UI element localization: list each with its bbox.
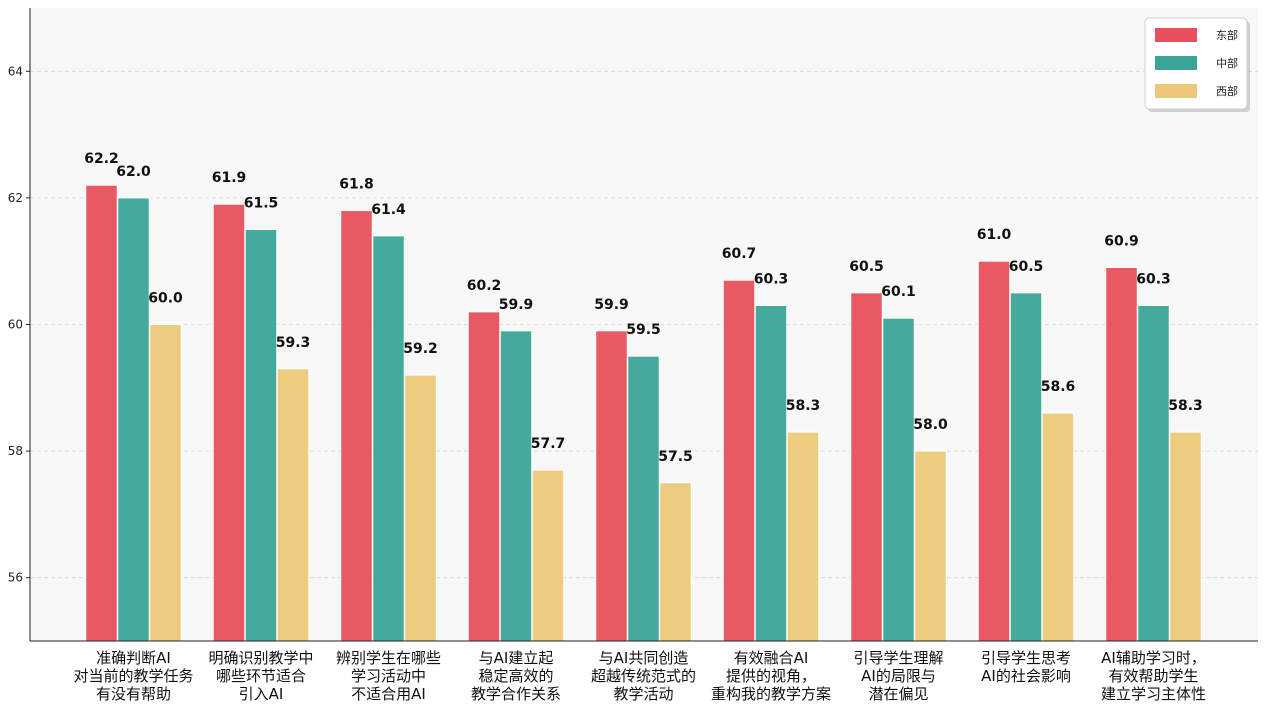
bar (531, 469, 565, 642)
bar (467, 311, 501, 642)
bar (1137, 305, 1170, 642)
y-tick-label: 64 (8, 64, 23, 78)
x-category-label: 引导学生理解 (853, 649, 943, 667)
legend-label: 东部 (1216, 28, 1238, 42)
x-category-label: 辨别学生在哪些 (336, 649, 441, 667)
x-category-label: 有没有帮助 (96, 685, 171, 703)
bar (786, 431, 820, 642)
bar-value-label: 58.0 (913, 417, 948, 433)
bar (1009, 292, 1043, 642)
bar (595, 330, 628, 642)
bar (914, 450, 947, 642)
bar-value-label: 59.2 (403, 341, 438, 357)
legend-label: 西部 (1216, 84, 1238, 98)
value-labels: 62.262.0 60.0 61.9 61.5 59.3 61.8 61.4 59.2 60.2… (84, 151, 1203, 465)
x-category-label: 教学合作关系 (471, 685, 561, 703)
bar-value-label: 60.9 (1104, 234, 1139, 250)
bar (340, 210, 373, 642)
x-category-label: 准确判断AI (96, 649, 171, 667)
x-category-label: 稳定高效的 (478, 667, 553, 685)
bar (882, 317, 915, 642)
x-category-label: 与AI共同创造 (599, 649, 689, 667)
bar (244, 229, 278, 642)
x-category-label: AI辅助学习时， (1101, 649, 1206, 667)
x-category-label: 重构我的教学方案 (711, 685, 831, 703)
bar (149, 324, 182, 642)
x-category-label: 超越传统范式的 (591, 667, 696, 685)
bar (276, 368, 310, 642)
bar-value-label: 61.5 (244, 196, 279, 212)
bar-value-label: 60.3 (754, 272, 789, 288)
bar-value-label: 60.3 (1136, 272, 1171, 288)
bar-value-label: 61.9 (212, 170, 247, 186)
x-category-label: 潜在偏见 (868, 685, 928, 703)
bar (372, 235, 405, 642)
x-category-label: 明确识别教学中 (208, 649, 313, 667)
bar-value-label: 60.0 (148, 291, 183, 307)
bar-value-label: 61.4 (371, 202, 406, 218)
x-category-label: AI的社会影响 (981, 667, 1071, 685)
bar (754, 305, 788, 642)
x-category-label: AI的局限与 (861, 667, 936, 685)
bar-value-label: 61.8 (339, 177, 374, 193)
bar-value-label: 60.5 (1009, 259, 1044, 275)
bar (404, 374, 437, 642)
bar (117, 197, 150, 642)
bar (212, 203, 246, 642)
x-category-label: 对当前的教学任务 (73, 667, 193, 685)
bar-value-label: 62.0 (116, 164, 151, 180)
bar-value-label: 59.9 (594, 297, 629, 313)
bar-value-label: 57.5 (658, 449, 693, 465)
bar (85, 184, 118, 642)
bar-value-label: 60.2 (467, 278, 502, 294)
legend-label: 中部 (1216, 56, 1238, 70)
bar (499, 330, 533, 642)
bar-value-label: 58.6 (1041, 379, 1076, 395)
x-category-label: 有效帮助学生 (1108, 667, 1198, 685)
bar-value-label: 57.7 (531, 436, 566, 452)
y-tick-label: 62 (8, 191, 23, 205)
bar (627, 355, 660, 642)
bar (977, 260, 1011, 642)
x-category-label: 学习活动中 (351, 667, 426, 685)
bar-value-label: 59.3 (276, 335, 311, 351)
bar-value-label: 60.5 (849, 259, 884, 275)
y-ticks: 56 58 60 62 64 (8, 64, 30, 585)
bar-value-label: 59.9 (499, 297, 534, 313)
bar-value-label: 61.0 (977, 227, 1012, 243)
bar (1169, 431, 1202, 642)
x-category-label: 引入AI (239, 685, 284, 703)
bars (85, 184, 1202, 642)
x-category-label: 与AI建立起 (479, 649, 554, 667)
bar-value-label: 58.3 (1168, 398, 1203, 414)
y-tick-label: 56 (8, 571, 23, 585)
x-category-label: 建立学习主体性 (1101, 685, 1206, 703)
y-tick-label: 58 (8, 444, 23, 458)
bar-value-label: 62.2 (84, 151, 119, 167)
bar-value-label: 60.7 (722, 246, 757, 262)
x-category-label: 不适合用AI (351, 685, 426, 703)
x-category-label: 引导学生思考 (981, 649, 1071, 667)
bar (722, 279, 756, 642)
bar-value-label: 60.1 (881, 284, 916, 300)
bar (659, 482, 692, 642)
x-category-label: 提供的视角， (726, 667, 816, 685)
bar-value-label: 59.5 (626, 322, 661, 338)
bar (1105, 267, 1138, 642)
legend-swatch (1155, 56, 1197, 70)
x-category-label: 哪些环节适合 (216, 667, 306, 685)
legend-swatch (1155, 28, 1197, 42)
bar (1041, 412, 1075, 642)
bar-value-label: 58.3 (786, 398, 821, 414)
bar (850, 292, 883, 642)
y-tick-label: 60 (8, 318, 23, 332)
x-category-label: 教学活动 (613, 685, 673, 703)
x-category-label: 有效融合AI (734, 649, 809, 667)
legend-swatch (1155, 84, 1197, 98)
